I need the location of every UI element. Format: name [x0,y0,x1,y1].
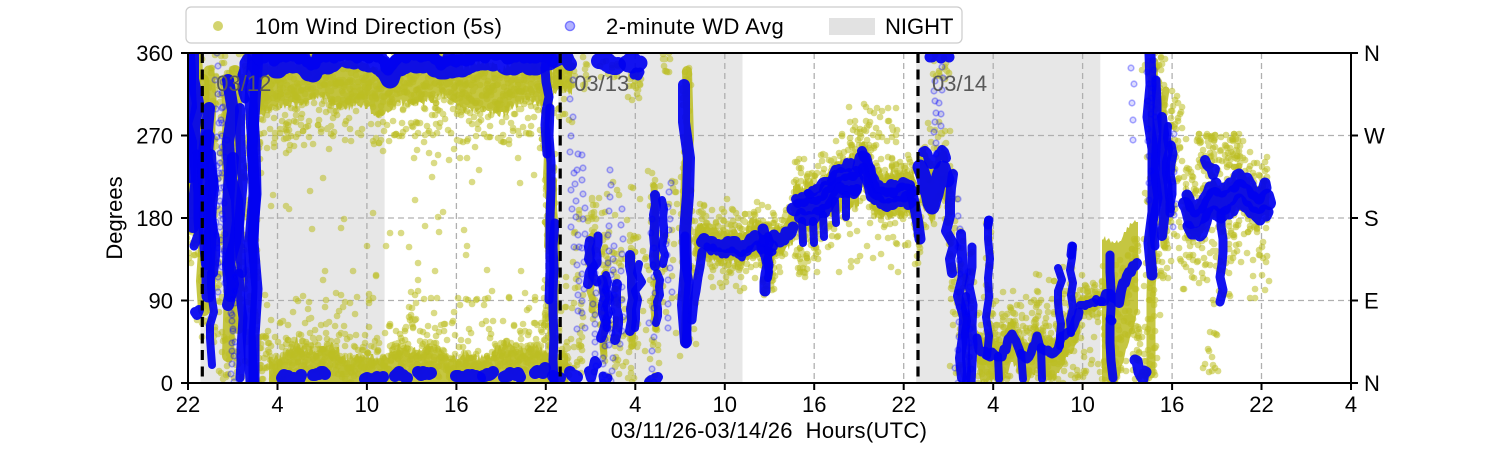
svg-text:10: 10 [355,392,379,417]
svg-text:N: N [1364,371,1380,396]
svg-text:180: 180 [136,206,173,231]
svg-text:03/13: 03/13 [574,71,629,96]
svg-text:10: 10 [713,392,737,417]
svg-text:4: 4 [271,392,283,417]
svg-text:03/12: 03/12 [216,71,271,96]
svg-text:22: 22 [534,392,558,417]
svg-text:22: 22 [176,392,200,417]
svg-text:03/11/26-03/14/26 Hours(UTC): 03/11/26-03/14/26 Hours(UTC) [611,418,927,443]
svg-text:S: S [1364,206,1379,231]
svg-text:N: N [1364,41,1380,66]
svg-text:16: 16 [1160,392,1184,417]
svg-text:10: 10 [1070,392,1094,417]
svg-text:0: 0 [161,371,173,396]
svg-text:2-minute WD Avg: 2-minute WD Avg [606,14,784,39]
svg-text:Degrees: Degrees [102,176,127,259]
svg-text:22: 22 [891,392,915,417]
svg-text:NIGHT: NIGHT [885,14,953,39]
svg-text:360: 360 [136,41,173,66]
svg-text:270: 270 [136,124,173,149]
svg-text:4: 4 [629,392,641,417]
svg-text:16: 16 [802,392,826,417]
svg-text:22: 22 [1249,392,1273,417]
svg-text:03/14: 03/14 [932,71,987,96]
svg-text:4: 4 [987,392,999,417]
svg-text:W: W [1364,124,1385,149]
svg-text:E: E [1364,289,1379,314]
svg-text:10m Wind Direction (5s): 10m Wind Direction (5s) [255,14,502,39]
svg-text:90: 90 [149,289,173,314]
svg-text:4: 4 [1345,392,1357,417]
svg-text:16: 16 [444,392,468,417]
